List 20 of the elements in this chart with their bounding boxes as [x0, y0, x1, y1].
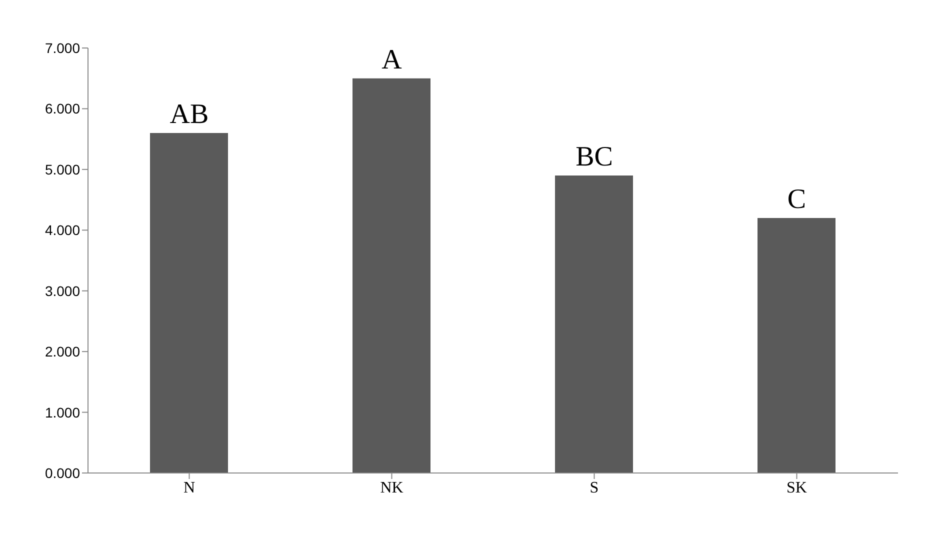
x-tick-label: SK [786, 479, 808, 496]
bar [555, 176, 633, 473]
annotation: BC [576, 142, 613, 172]
y-tick-label: 5.000 [44, 161, 80, 178]
annotation: AB [170, 99, 209, 130]
annotation: C [787, 184, 806, 215]
y-tick-label: 0.000 [44, 464, 80, 481]
y-tick-label: 7.000 [44, 40, 80, 56]
y-tick-label: 3.000 [44, 282, 80, 299]
y-tick-label: 4.000 [44, 222, 80, 238]
x-tick-label: N [183, 479, 196, 496]
bar [352, 78, 430, 473]
annotation: A [382, 44, 403, 76]
y-tick-label: 1.000 [44, 404, 80, 420]
bar [150, 133, 228, 473]
y-tick-label: 6.000 [44, 100, 80, 117]
x-tick-label: NK [380, 479, 404, 496]
y-tick-label: 2.000 [44, 344, 80, 360]
bar [758, 218, 836, 473]
x-tick-label: S [590, 479, 599, 496]
